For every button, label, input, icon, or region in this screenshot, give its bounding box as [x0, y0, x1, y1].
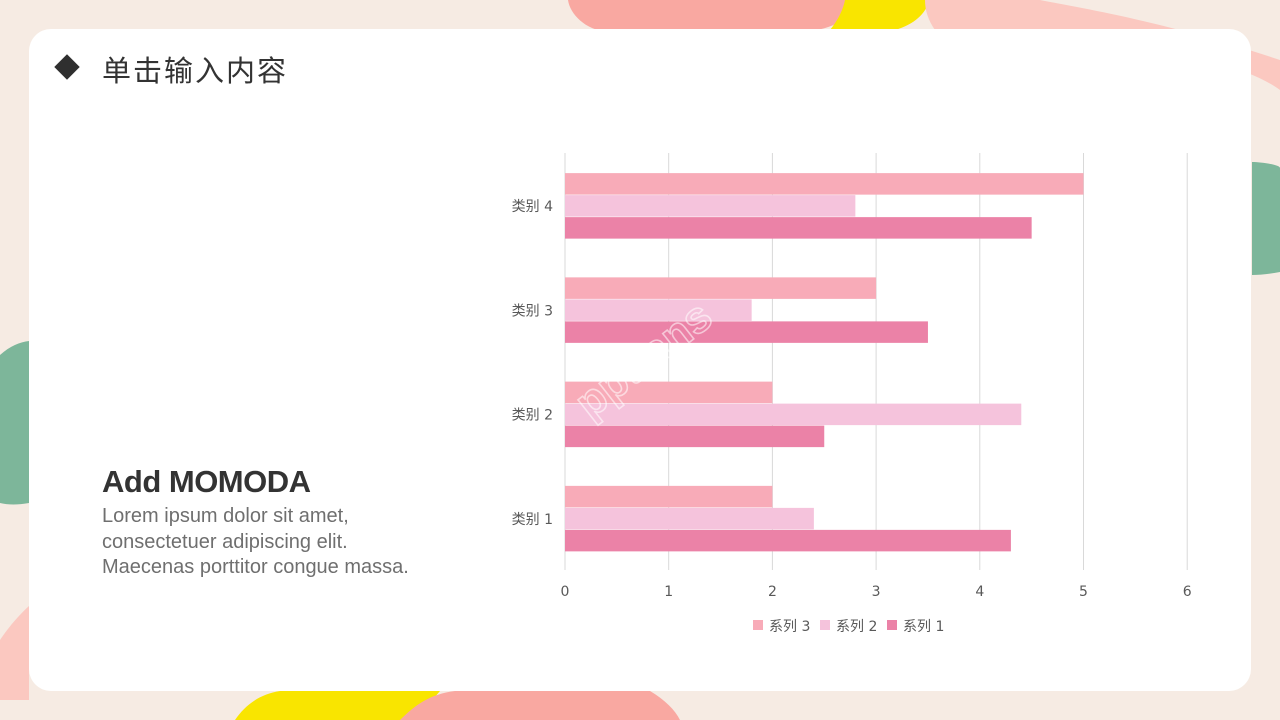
legend-swatch — [753, 620, 763, 630]
legend-swatch — [887, 620, 897, 630]
page-title[interactable]: 单击输入内容 — [102, 54, 289, 88]
x-tick-label: 5 — [1079, 584, 1088, 600]
y-category-label: 类别 2 — [512, 408, 553, 424]
bar-1-3 — [565, 321, 928, 343]
left-green-shape — [0, 341, 29, 505]
bar-1-1 — [565, 529, 1011, 552]
bar-3-4 — [565, 173, 1084, 195]
bar-2-2 — [565, 403, 1022, 426]
legend-swatch — [820, 620, 830, 630]
legend-label: 系列 2 — [836, 619, 877, 635]
chart-category-labels: 类别 1 类别 2 类别 3 类别 4 — [512, 199, 553, 528]
chart-bars — [565, 173, 1084, 552]
body-text-line: Lorem ipsum dolor sit amet, — [102, 505, 349, 527]
x-tick-label: 0 — [561, 584, 570, 600]
chart-tick-labels: 0 1 2 3 4 5 6 — [561, 584, 1192, 600]
bar-1-4 — [565, 217, 1032, 239]
x-tick-label: 3 — [872, 584, 881, 600]
body-text-line: consectetuer adipiscing elit. — [102, 530, 348, 553]
x-tick-label: 6 — [1183, 584, 1192, 600]
bar-2-3 — [565, 299, 752, 321]
left-pink-shape — [0, 606, 29, 700]
y-category-label: 类别 3 — [512, 303, 553, 319]
chart-legend: 系列 3 系列 2 系列 1 — [753, 619, 944, 635]
bar-3-2 — [565, 381, 773, 404]
bar-3-1 — [565, 485, 773, 508]
bottom-yellow-shape — [235, 691, 440, 720]
bar-1-2 — [565, 425, 825, 448]
body-text[interactable]: Lorem ipsum dolor sit amet, consectetuer… — [102, 504, 482, 581]
x-tick-label: 1 — [664, 584, 673, 600]
top-pink-shape-2 — [925, 0, 1280, 90]
bottom-pink-shape — [400, 691, 680, 720]
bar-2-4 — [565, 195, 856, 217]
legend-label: 系列 1 — [903, 619, 944, 635]
sub-heading[interactable]: Add MOMODA — [102, 464, 311, 499]
top-yellow-shape — [830, 0, 930, 30]
top-pink-shape — [568, 0, 860, 32]
body-text-line: Maecenas porttitor congue massa. — [102, 556, 409, 578]
x-tick-label: 4 — [975, 584, 984, 600]
y-category-label: 类别 1 — [512, 512, 553, 528]
bar-3-3 — [565, 277, 877, 299]
content-card — [29, 29, 1251, 691]
x-tick-label: 2 — [768, 584, 777, 600]
bar-2-1 — [565, 507, 814, 530]
y-category-label: 类别 4 — [512, 199, 553, 215]
right-green-shape — [1252, 162, 1280, 275]
legend-label: 系列 3 — [769, 619, 810, 635]
